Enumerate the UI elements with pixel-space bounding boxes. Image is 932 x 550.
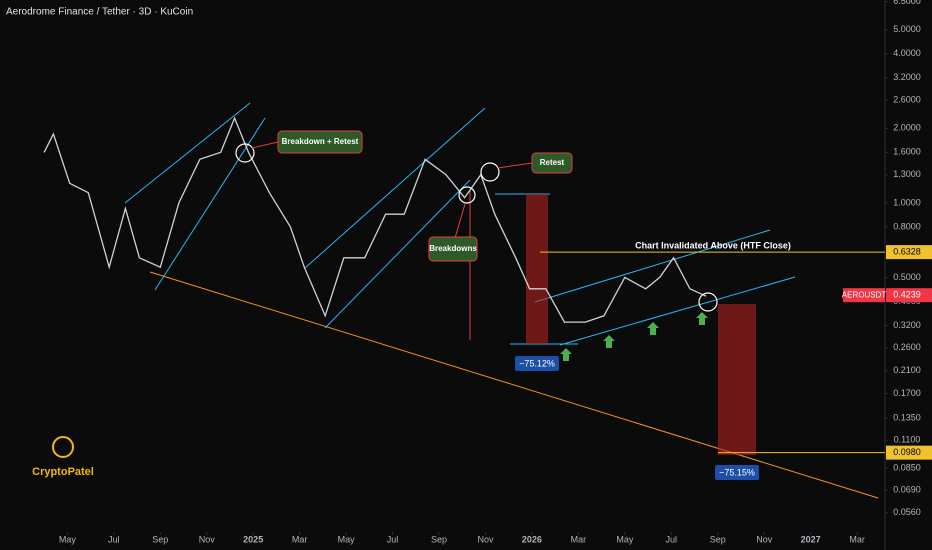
- y-tick-label: 6.5000: [893, 0, 921, 6]
- current-price-box: [843, 288, 885, 303]
- drawings: [124, 102, 879, 499]
- y-tick-label: 3.2000: [893, 72, 921, 82]
- channel-line: [324, 179, 471, 329]
- y-tick-label: 2.6000: [893, 95, 921, 105]
- plot: [43, 116, 707, 323]
- highlight-circle: [458, 186, 476, 204]
- arrows: [560, 312, 708, 361]
- y-tick-label: 0.8000: [893, 221, 921, 231]
- drop-box: [526, 194, 548, 344]
- x-tick-label: Mar: [571, 534, 587, 544]
- percent-label: −75.12%: [519, 358, 555, 368]
- price-level-label: 0.0980: [893, 447, 921, 457]
- y-tick-label: 0.0690: [893, 485, 921, 495]
- current-price-label: 0.4239: [893, 290, 921, 300]
- up-arrow: [647, 322, 659, 335]
- x-tick-label: Jul: [108, 534, 120, 544]
- y-tick-label: 0.5000: [893, 272, 921, 282]
- y-tick-label: 1.6000: [893, 147, 921, 157]
- channel-line: [304, 107, 486, 269]
- channel-line: [124, 102, 251, 204]
- x-tick-label: Jul: [387, 534, 399, 544]
- x-tick-label: Sep: [710, 534, 726, 544]
- y-tick-label: 4.0000: [893, 48, 921, 58]
- y-tick-label: 0.0850: [893, 462, 921, 472]
- logo-text: CryptoPatel: [32, 466, 94, 478]
- x-tick-label: Nov: [756, 534, 773, 544]
- y-tick-label: 0.2600: [893, 342, 921, 352]
- callout-box: [277, 130, 363, 154]
- x-tick-label: Sep: [152, 534, 168, 544]
- annotation: Breakdown + Retest: [282, 137, 359, 146]
- current-price-box: [886, 288, 932, 303]
- x-tick-label: Nov: [477, 534, 494, 544]
- highlight-circle: [698, 292, 718, 312]
- chart-title: Aerodrome Finance / Tether · 3D · KuCoin: [6, 7, 193, 18]
- y-tick-label: 0.1700: [893, 388, 921, 398]
- y-tick-label: 1.3000: [893, 169, 921, 179]
- x-tick-label: May: [59, 534, 77, 544]
- up-arrow: [603, 335, 615, 348]
- highlight-circle: [480, 162, 500, 182]
- y-tick-label: 5.0000: [893, 24, 921, 34]
- price-level-box: [886, 245, 932, 260]
- drop-box: [718, 304, 756, 455]
- y-tick-label: 0.1350: [893, 413, 921, 423]
- symbol-label: AEROUSDT: [842, 290, 887, 299]
- x-tick-label: May: [338, 534, 356, 544]
- y-tick-label: 0.0560: [893, 507, 921, 517]
- up-arrow: [560, 348, 572, 361]
- x-tick-label: Jul: [666, 534, 678, 544]
- y-tick-label: 0.1100: [894, 435, 921, 445]
- circles: [235, 143, 718, 312]
- x-tick-label: Sep: [431, 534, 447, 544]
- logo-icon: [52, 436, 74, 458]
- x-tick-label: Nov: [199, 534, 216, 544]
- logo: CryptoPatel: [32, 436, 94, 478]
- annotations: Breakdown + Retest Retest Breakdowns Cha…: [251, 130, 791, 480]
- x-tick-label: Mar: [292, 534, 308, 544]
- callout-line: [497, 162, 533, 169]
- support-line: [149, 271, 879, 499]
- highlight-circle: [235, 143, 255, 163]
- annotation: Retest: [540, 158, 565, 167]
- price-level-box: [886, 445, 932, 460]
- annotation: Chart Invalidated Above (HTF Close): [635, 240, 791, 250]
- x-tick-label: May: [616, 534, 634, 544]
- channel-line: [559, 276, 796, 346]
- up-arrow: [696, 312, 708, 325]
- callout-box: [428, 236, 478, 262]
- channel-line: [534, 229, 771, 303]
- y-tick-label: 0.2100: [893, 365, 921, 375]
- x-tick-label: 2027: [801, 534, 821, 544]
- x-tick-label: 2026: [522, 534, 542, 544]
- y-tick-label: 1.0000: [893, 197, 921, 207]
- price-level-label: 0.6328: [893, 246, 921, 256]
- percent-label: −75.15%: [719, 467, 755, 477]
- x-tick-label: Mar: [849, 534, 865, 544]
- callout-box: [531, 152, 573, 174]
- annotation: Breakdowns: [429, 244, 477, 253]
- callout-line: [251, 141, 279, 149]
- callout-line: [454, 203, 466, 239]
- percent-box: [715, 465, 759, 480]
- percent-box: [515, 356, 559, 371]
- y-tick-label: 2.0000: [893, 123, 921, 133]
- y-tick-label: 0.3200: [893, 320, 921, 330]
- price-line: [43, 116, 707, 323]
- x-tick-label: 2025: [243, 534, 263, 544]
